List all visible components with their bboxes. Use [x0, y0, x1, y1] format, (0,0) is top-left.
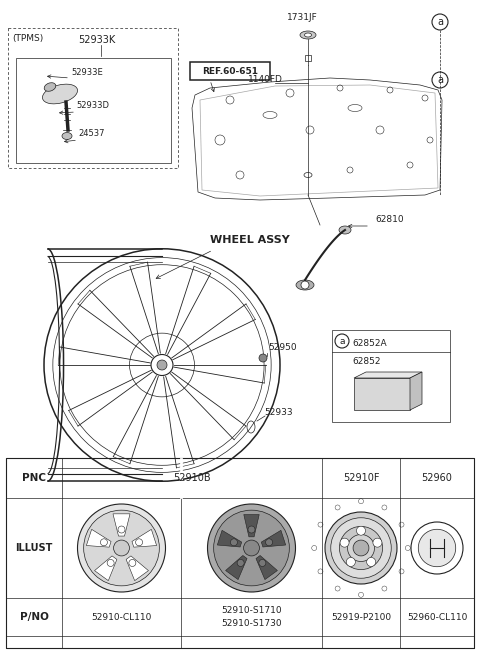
Ellipse shape	[42, 84, 78, 104]
Text: 52919-P2100: 52919-P2100	[331, 612, 391, 622]
Text: REF.60-651: REF.60-651	[202, 66, 258, 76]
Circle shape	[243, 540, 259, 556]
Circle shape	[312, 545, 317, 551]
Polygon shape	[256, 556, 277, 579]
Polygon shape	[126, 556, 148, 581]
Circle shape	[129, 560, 136, 566]
Circle shape	[265, 539, 273, 546]
Circle shape	[135, 539, 143, 546]
Circle shape	[237, 560, 244, 566]
Circle shape	[335, 586, 340, 591]
Circle shape	[230, 539, 238, 546]
Text: 52910B: 52910B	[173, 473, 211, 483]
Ellipse shape	[214, 510, 289, 586]
Circle shape	[318, 522, 323, 527]
Ellipse shape	[44, 83, 56, 91]
Text: a: a	[339, 336, 345, 346]
Ellipse shape	[300, 31, 316, 39]
Text: 62852: 62852	[352, 357, 381, 367]
Circle shape	[367, 558, 376, 566]
Ellipse shape	[339, 226, 351, 234]
Text: 1140FD: 1140FD	[248, 75, 283, 84]
Circle shape	[373, 538, 382, 547]
Ellipse shape	[62, 133, 72, 139]
Circle shape	[318, 569, 323, 574]
Bar	[6, 458, 474, 648]
Text: 52933: 52933	[264, 408, 293, 417]
Text: PNC: PNC	[22, 473, 46, 483]
Circle shape	[259, 560, 266, 566]
Text: 52910-CL110: 52910-CL110	[91, 612, 152, 622]
Text: 52933K: 52933K	[78, 35, 115, 45]
Ellipse shape	[339, 526, 383, 570]
Text: 52910-S1710
52910-S1730: 52910-S1710 52910-S1730	[221, 606, 282, 627]
Bar	[305, 55, 311, 61]
Circle shape	[301, 281, 309, 289]
Text: 1731JF: 1731JF	[287, 13, 317, 22]
Ellipse shape	[84, 510, 159, 586]
Polygon shape	[226, 556, 247, 579]
Polygon shape	[86, 530, 111, 547]
Circle shape	[347, 558, 355, 566]
Text: 52950: 52950	[268, 343, 297, 352]
Bar	[190, 62, 270, 80]
Text: 62852A: 62852A	[352, 338, 386, 348]
Circle shape	[259, 354, 267, 362]
Polygon shape	[244, 514, 259, 537]
Polygon shape	[217, 530, 242, 547]
Circle shape	[114, 540, 130, 556]
Ellipse shape	[157, 360, 167, 370]
Text: a: a	[437, 75, 443, 85]
Text: P/NO: P/NO	[20, 612, 48, 622]
Polygon shape	[113, 514, 130, 536]
Ellipse shape	[348, 535, 374, 562]
Polygon shape	[132, 530, 156, 547]
Bar	[354, 378, 410, 410]
Circle shape	[335, 505, 340, 510]
Circle shape	[418, 530, 456, 567]
Circle shape	[405, 545, 410, 551]
Bar	[8, 28, 178, 168]
Circle shape	[382, 586, 387, 591]
Polygon shape	[354, 372, 422, 378]
Circle shape	[107, 560, 114, 566]
Text: 52960: 52960	[421, 473, 453, 483]
Text: 52933E: 52933E	[71, 68, 103, 77]
Circle shape	[399, 522, 404, 527]
Circle shape	[382, 505, 387, 510]
Text: 52910F: 52910F	[343, 473, 379, 483]
Circle shape	[359, 499, 363, 504]
Polygon shape	[410, 372, 422, 410]
Bar	[16, 58, 171, 163]
Circle shape	[248, 526, 255, 533]
Ellipse shape	[304, 33, 312, 37]
Ellipse shape	[331, 518, 391, 578]
Circle shape	[359, 593, 363, 597]
Text: 52960-CL110: 52960-CL110	[407, 612, 467, 622]
Text: 52933D: 52933D	[76, 101, 109, 110]
Circle shape	[340, 538, 349, 547]
Circle shape	[357, 526, 365, 535]
Ellipse shape	[325, 512, 397, 584]
Text: (TPMS): (TPMS)	[12, 34, 43, 43]
Text: 24537: 24537	[78, 129, 105, 138]
Text: 62810: 62810	[375, 215, 404, 224]
Bar	[332, 330, 450, 422]
Text: WHEEL ASSY: WHEEL ASSY	[210, 235, 290, 245]
Circle shape	[100, 539, 108, 546]
Ellipse shape	[207, 504, 296, 592]
Circle shape	[353, 540, 369, 556]
Circle shape	[118, 526, 125, 533]
Ellipse shape	[77, 504, 166, 592]
Ellipse shape	[296, 280, 314, 290]
Polygon shape	[95, 556, 117, 581]
Text: ILLUST: ILLUST	[15, 543, 53, 553]
Text: a: a	[437, 17, 443, 27]
Circle shape	[399, 569, 404, 574]
Polygon shape	[261, 530, 286, 547]
